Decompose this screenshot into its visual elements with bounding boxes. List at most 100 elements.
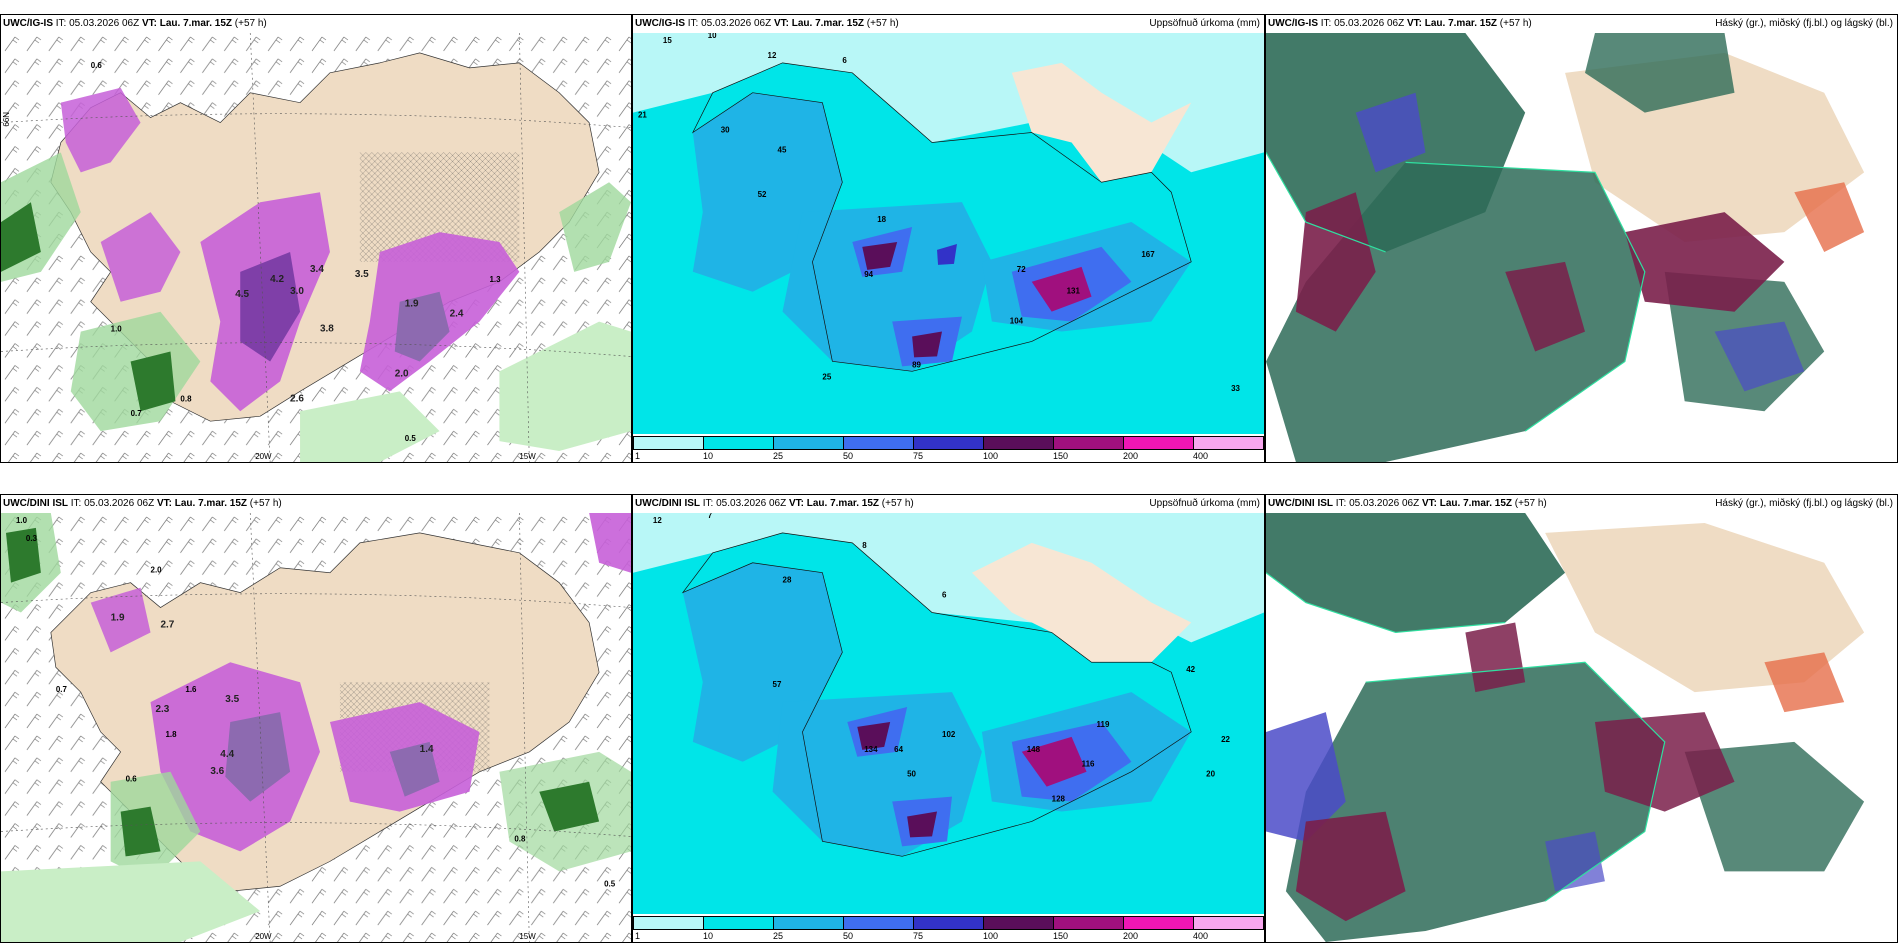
panel-row1-cloud: UWC/IG-IS IT: 05.03.2026 06Z VT: Lau. 7.… bbox=[1265, 14, 1898, 463]
cloud-map bbox=[1266, 513, 1897, 942]
colorbar-tick: 1 bbox=[635, 451, 641, 461]
wind-value: 1.3 bbox=[489, 275, 501, 284]
panel-header: UWC/DINI ISL IT: 05.03.2026 06Z VT: Lau.… bbox=[1, 495, 631, 513]
precip-colorbar: 1 10 25 50 75 100 150 200 400 bbox=[633, 434, 1264, 462]
colorbar-tick: 400 bbox=[1193, 451, 1209, 461]
colorbar-tick: 1 bbox=[635, 931, 641, 941]
wind-value: 1.4 bbox=[420, 744, 434, 755]
wind-value: 1.8 bbox=[165, 730, 177, 739]
wind-map: 66N 20W 15W 0.6 1.0 0.8 3.4 4.2 3.0 4.5 … bbox=[1, 33, 631, 462]
colorbar-swatch bbox=[773, 916, 844, 930]
colorbar-swatch bbox=[633, 916, 704, 930]
precip-value: 52 bbox=[758, 190, 767, 199]
colorbar-tick: 10 bbox=[703, 931, 714, 941]
panel-title: Háský (gr.), miðský (fj.bl.) og lágský (… bbox=[1715, 18, 1893, 29]
precip-value: 6 bbox=[942, 591, 947, 600]
panel-header: UWC/IG-IS IT: 05.03.2026 06Z VT: Lau. 7.… bbox=[633, 15, 1264, 33]
wind-value: 3.8 bbox=[320, 324, 334, 335]
wind-value: 0.5 bbox=[604, 879, 616, 888]
colorbar-swatch bbox=[913, 436, 984, 450]
colorbar-swatch bbox=[703, 916, 774, 930]
precip-value: 131 bbox=[1067, 287, 1081, 296]
colorbar-tick: 25 bbox=[773, 931, 784, 941]
precip-value: 7 bbox=[708, 513, 713, 520]
wind-value: 0.7 bbox=[131, 409, 143, 418]
wind-value: 0.6 bbox=[126, 775, 138, 784]
colorbar-swatch bbox=[843, 436, 914, 450]
colorbar-tick: 200 bbox=[1123, 931, 1139, 941]
precip-value: 28 bbox=[783, 576, 792, 585]
colorbar-swatch bbox=[983, 916, 1054, 930]
precip-map: 12 7 8 28 57 134 102 64 50 148 116 128 1… bbox=[633, 513, 1264, 914]
panel-row2-precip: UWC/DINI ISL IT: 05.03.2026 06Z VT: Lau.… bbox=[632, 494, 1265, 943]
precip-value: 89 bbox=[912, 360, 921, 369]
wind-value: 0.8 bbox=[514, 834, 526, 843]
wind-value: 2.4 bbox=[450, 309, 464, 320]
wind-value: 2.6 bbox=[290, 393, 304, 404]
precip-value: 33 bbox=[1231, 384, 1240, 393]
precip-value: 72 bbox=[1017, 265, 1026, 274]
precip-value: 42 bbox=[1186, 665, 1195, 674]
panel-row2-cloud: UWC/DINI ISL IT: 05.03.2026 06Z VT: Lau.… bbox=[1265, 494, 1898, 943]
panel-header: UWC/DINI ISL IT: 05.03.2026 06Z VT: Lau.… bbox=[633, 495, 1264, 513]
precip-value: 10 bbox=[708, 33, 717, 40]
wind-value: 2.7 bbox=[160, 619, 174, 630]
precip-value: 64 bbox=[894, 745, 903, 754]
wind-value: 2.3 bbox=[156, 704, 170, 715]
wind-value: 1.9 bbox=[405, 299, 419, 310]
precip-value: 12 bbox=[768, 51, 777, 60]
precip-colorbar: 1 10 25 50 75 100 150 200 400 bbox=[633, 914, 1264, 942]
precip-value: 102 bbox=[942, 730, 956, 739]
wind-value: 4.2 bbox=[270, 274, 284, 285]
cloud-map bbox=[1266, 33, 1897, 462]
colorbar-tick: 50 bbox=[843, 451, 854, 461]
colorbar-tick: 10 bbox=[703, 451, 714, 461]
precip-value: 15 bbox=[663, 36, 672, 45]
wind-value: 3.5 bbox=[355, 269, 369, 280]
wind-value: 3.5 bbox=[225, 694, 239, 705]
colorbar-swatch bbox=[913, 916, 984, 930]
precip-value: 12 bbox=[653, 516, 662, 525]
colorbar-swatch bbox=[703, 436, 774, 450]
panel-header: UWC/DINI ISL IT: 05.03.2026 06Z VT: Lau.… bbox=[1266, 495, 1897, 513]
wind-value: 3.0 bbox=[290, 286, 304, 297]
colorbar-swatch bbox=[843, 916, 914, 930]
precip-value: 30 bbox=[721, 126, 730, 135]
lon-label: 15W bbox=[519, 932, 536, 941]
panel-row1-wind: UWC/IG-IS IT: 05.03.2026 06Z VT: Lau. 7.… bbox=[0, 14, 632, 463]
colorbar-tick: 150 bbox=[1053, 931, 1069, 941]
colorbar-tick: 100 bbox=[983, 931, 999, 941]
precip-value: 45 bbox=[778, 145, 787, 154]
colorbar-tick: 50 bbox=[843, 931, 854, 941]
wind-value: 2.0 bbox=[151, 566, 163, 575]
wind-value: 0.8 bbox=[180, 394, 192, 403]
panel-row1-precip: UWC/IG-IS IT: 05.03.2026 06Z VT: Lau. 7.… bbox=[632, 14, 1265, 463]
colorbar-tick: 200 bbox=[1123, 451, 1139, 461]
precip-value: 128 bbox=[1052, 795, 1066, 804]
precip-value: 6 bbox=[842, 56, 847, 65]
panel-header: UWC/IG-IS IT: 05.03.2026 06Z VT: Lau. 7.… bbox=[1, 15, 631, 33]
lon-label: 20W bbox=[255, 452, 272, 461]
precip-map: 15 10 12 6 21 30 45 52 18 94 72 104 167 … bbox=[633, 33, 1264, 434]
colorbar-swatch bbox=[1123, 916, 1194, 930]
wind-value: 4.4 bbox=[220, 749, 234, 760]
colorbar-tick: 100 bbox=[983, 451, 999, 461]
panel-title: Háský (gr.), miðský (fj.bl.) og lágský (… bbox=[1715, 498, 1893, 509]
precip-value: 20 bbox=[1206, 770, 1215, 779]
colorbar-tick: 75 bbox=[913, 451, 924, 461]
colorbar-swatch bbox=[1123, 436, 1194, 450]
precip-value: 119 bbox=[1097, 720, 1110, 729]
panel-title: Uppsöfnuð úrkoma (mm) bbox=[1149, 18, 1260, 29]
precip-value: 50 bbox=[907, 770, 916, 779]
wind-map: 20W 15W 1.0 0.3 2.0 1.9 2.7 3.5 4.4 3.6 … bbox=[1, 513, 631, 942]
lon-label: 20W bbox=[255, 932, 272, 941]
precip-value: 8 bbox=[862, 541, 867, 550]
precip-value: 116 bbox=[1082, 760, 1095, 769]
precip-value: 167 bbox=[1141, 250, 1155, 259]
wind-value: 3.6 bbox=[210, 766, 224, 777]
precip-value: 104 bbox=[1010, 317, 1024, 326]
wind-value: 2.0 bbox=[395, 368, 409, 379]
wind-value: 1.6 bbox=[185, 685, 197, 694]
panel-header: UWC/IG-IS IT: 05.03.2026 06Z VT: Lau. 7.… bbox=[1266, 15, 1897, 33]
precip-value: 94 bbox=[864, 270, 873, 279]
